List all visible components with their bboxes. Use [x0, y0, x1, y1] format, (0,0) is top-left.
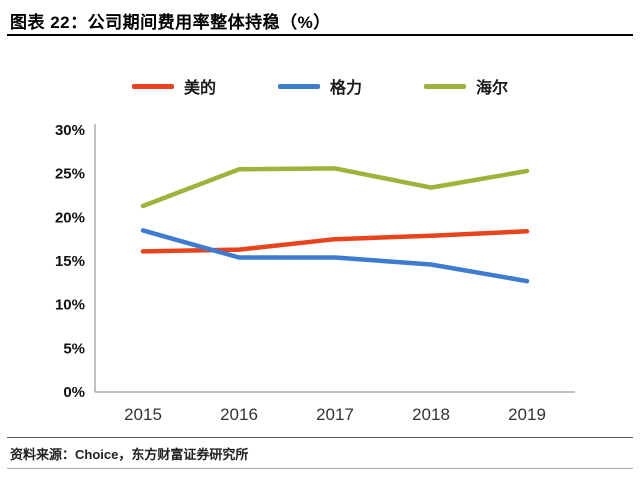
legend-swatch-格力 [277, 83, 320, 89]
x-tick-label: 2016 [220, 405, 258, 424]
series-line-海尔 [140, 166, 530, 209]
source-note: 资料来源：Choice，东方财富证券研究所 [7, 437, 633, 464]
y-tick-label: 0% [63, 384, 85, 401]
source-text: 资料来源：Choice，东方财富证券研究所 [10, 447, 249, 462]
y-tick-label: 10% [55, 297, 85, 314]
legend-swatch-美的 [131, 83, 174, 89]
x-tick-label: 2015 [124, 405, 162, 424]
x-tick-label: 2017 [316, 405, 354, 424]
chart-legend: 美的 格力 海尔 [0, 74, 640, 98]
y-tick-label: 25% [55, 166, 85, 183]
y-tick-label: 30% [55, 122, 85, 139]
legend-item: 海尔 [424, 74, 508, 98]
figure-title: 图表 22：公司期间费用率整体持稳（%） [10, 13, 331, 32]
legend-label: 美的 [183, 80, 216, 97]
legend-item: 美的 [131, 74, 216, 98]
legend-label: 海尔 [476, 80, 509, 97]
title-divider [7, 34, 633, 36]
y-tick-label: 20% [55, 209, 85, 226]
line-chart: 0% 5% 10% 15% 20% 25% 30% 2015 2016 2017 2018 2019 [55, 122, 575, 424]
x-tick-label: 2019 [508, 405, 546, 424]
legend-label: 格力 [329, 80, 362, 97]
y-tick-label: 15% [55, 253, 85, 270]
series-line-格力 [140, 228, 530, 284]
bottom-divider [7, 468, 633, 469]
x-tick-label: 2018 [412, 405, 450, 424]
legend-swatch-海尔 [424, 83, 466, 89]
legend-item: 格力 [277, 74, 362, 98]
y-tick-label: 5% [63, 340, 85, 357]
